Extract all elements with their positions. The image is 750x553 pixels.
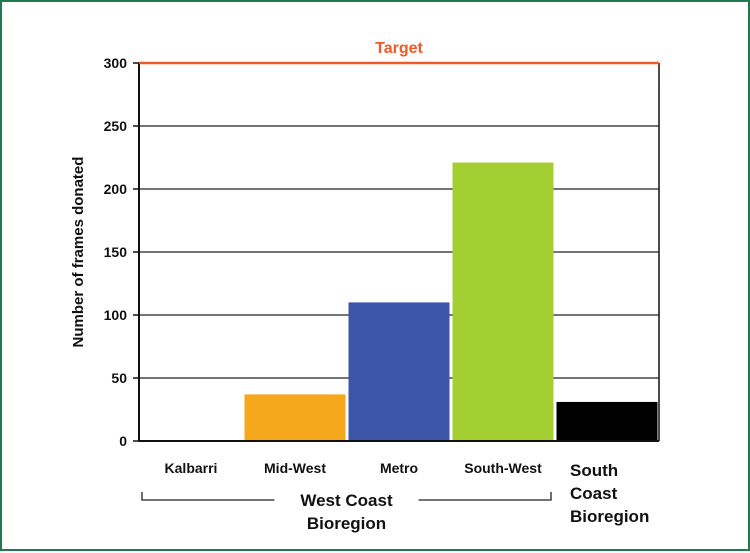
category-label-line: South: [570, 461, 618, 480]
category-label-0: Kalbarri: [165, 460, 218, 476]
category-labels: Kalbarri Mid-West Metro South-West South Coas…: [165, 460, 650, 526]
bars-group: [244, 162, 658, 442]
group-bracket-right: [418, 492, 552, 501]
y-tick-label-0: 0: [119, 433, 127, 449]
category-label-line: Bioregion: [570, 507, 649, 526]
y-tick-label-300: 300: [104, 55, 128, 71]
group-label-line2: Bioregion: [307, 514, 386, 533]
y-axis-label: Number of frames donated: [70, 157, 87, 348]
y-tick-label-150: 150: [104, 244, 128, 260]
category-label-3: South-West: [464, 460, 542, 476]
category-label-line: Coast: [570, 484, 618, 503]
group-bracket-left: [141, 492, 275, 501]
grid-lines: [133, 62, 659, 442]
bar-2: [348, 302, 450, 441]
y-tick-label-200: 200: [104, 181, 128, 197]
category-label-1: Mid-West: [264, 460, 326, 476]
group-brackets: West Coast Bioregion: [141, 491, 552, 533]
y-tick-label-250: 250: [104, 118, 128, 134]
category-label-2: Metro: [380, 460, 418, 476]
axes: [138, 63, 660, 442]
y-tick-labels: 0 50 100 150 200 250 300: [104, 55, 128, 449]
y-tick-label-50: 50: [111, 370, 127, 386]
bar-1: [244, 394, 346, 441]
bar-3: [452, 162, 554, 442]
group-label-line1: West Coast: [300, 491, 393, 510]
bar-4: [556, 401, 658, 441]
target-label: Target: [375, 40, 423, 57]
category-label-4: South Coast Bioregion: [570, 461, 649, 526]
target-group: Target: [139, 40, 659, 65]
y-tick-label-100: 100: [104, 307, 128, 323]
